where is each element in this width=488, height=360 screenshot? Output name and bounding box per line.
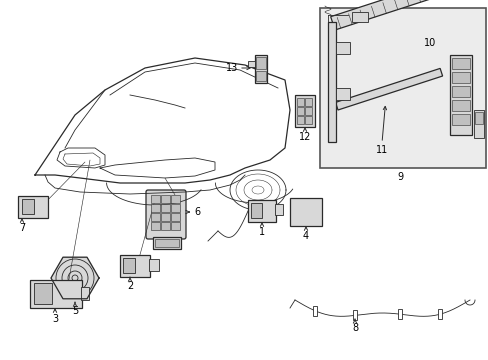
Circle shape xyxy=(32,202,42,212)
Circle shape xyxy=(51,288,63,300)
Bar xyxy=(451,58,469,69)
Bar xyxy=(18,196,48,218)
Bar xyxy=(161,195,170,203)
Bar xyxy=(171,222,180,230)
Text: 3: 3 xyxy=(52,314,58,324)
Bar xyxy=(449,55,471,135)
Bar xyxy=(153,237,181,249)
Text: 6: 6 xyxy=(194,207,200,217)
Bar xyxy=(155,239,179,247)
Bar xyxy=(296,107,304,115)
Circle shape xyxy=(293,200,317,224)
Text: 2: 2 xyxy=(126,281,133,291)
Bar xyxy=(171,195,180,203)
Polygon shape xyxy=(335,68,442,110)
Bar xyxy=(151,204,160,212)
Text: 10: 10 xyxy=(423,38,435,48)
FancyBboxPatch shape xyxy=(146,190,185,239)
Bar xyxy=(451,72,469,83)
Bar xyxy=(397,309,401,319)
Circle shape xyxy=(303,209,308,215)
Circle shape xyxy=(258,207,265,215)
Bar xyxy=(120,255,150,277)
Bar xyxy=(474,112,482,124)
Circle shape xyxy=(128,257,146,275)
Bar xyxy=(254,55,266,83)
Polygon shape xyxy=(51,257,99,299)
Bar xyxy=(296,98,304,106)
Bar xyxy=(274,204,283,215)
Circle shape xyxy=(253,203,269,219)
Bar xyxy=(171,213,180,221)
Circle shape xyxy=(132,261,142,271)
Bar xyxy=(451,114,469,125)
Bar xyxy=(305,98,311,106)
Bar xyxy=(250,203,262,218)
Bar xyxy=(161,222,170,230)
Bar xyxy=(171,204,180,212)
Bar xyxy=(161,204,170,212)
Text: 11: 11 xyxy=(375,145,387,155)
Bar xyxy=(151,195,160,203)
Bar xyxy=(437,309,441,319)
Bar xyxy=(151,213,160,221)
Bar xyxy=(123,258,135,273)
Text: 13: 13 xyxy=(225,63,238,73)
Bar xyxy=(289,198,321,226)
Bar xyxy=(473,110,483,138)
Text: 4: 4 xyxy=(303,231,308,241)
Bar xyxy=(151,222,160,230)
Bar xyxy=(451,86,469,97)
Bar xyxy=(319,8,485,168)
Bar xyxy=(81,287,89,300)
Text: 1: 1 xyxy=(259,227,264,237)
Bar xyxy=(312,306,316,316)
Text: 9: 9 xyxy=(396,172,402,182)
Bar xyxy=(247,200,275,222)
Bar xyxy=(294,95,314,127)
Text: 5: 5 xyxy=(72,306,78,316)
Text: 12: 12 xyxy=(298,132,310,142)
Bar xyxy=(30,280,82,308)
Circle shape xyxy=(28,198,46,216)
Text: 8: 8 xyxy=(351,323,357,333)
Bar xyxy=(451,100,469,111)
Bar xyxy=(305,107,311,115)
Bar xyxy=(327,22,335,142)
Circle shape xyxy=(46,283,68,305)
Bar xyxy=(305,116,311,124)
Bar xyxy=(161,213,170,221)
Bar xyxy=(335,42,349,54)
Bar xyxy=(149,259,159,271)
Polygon shape xyxy=(330,0,448,30)
Bar xyxy=(296,116,304,124)
Bar xyxy=(351,12,367,22)
Bar xyxy=(22,199,34,214)
Circle shape xyxy=(298,205,312,219)
Bar xyxy=(352,310,356,320)
Bar xyxy=(256,71,265,81)
Bar xyxy=(256,57,265,69)
Text: 7: 7 xyxy=(19,223,25,233)
Bar xyxy=(34,283,52,304)
Bar xyxy=(335,88,349,100)
Bar xyxy=(247,61,254,67)
